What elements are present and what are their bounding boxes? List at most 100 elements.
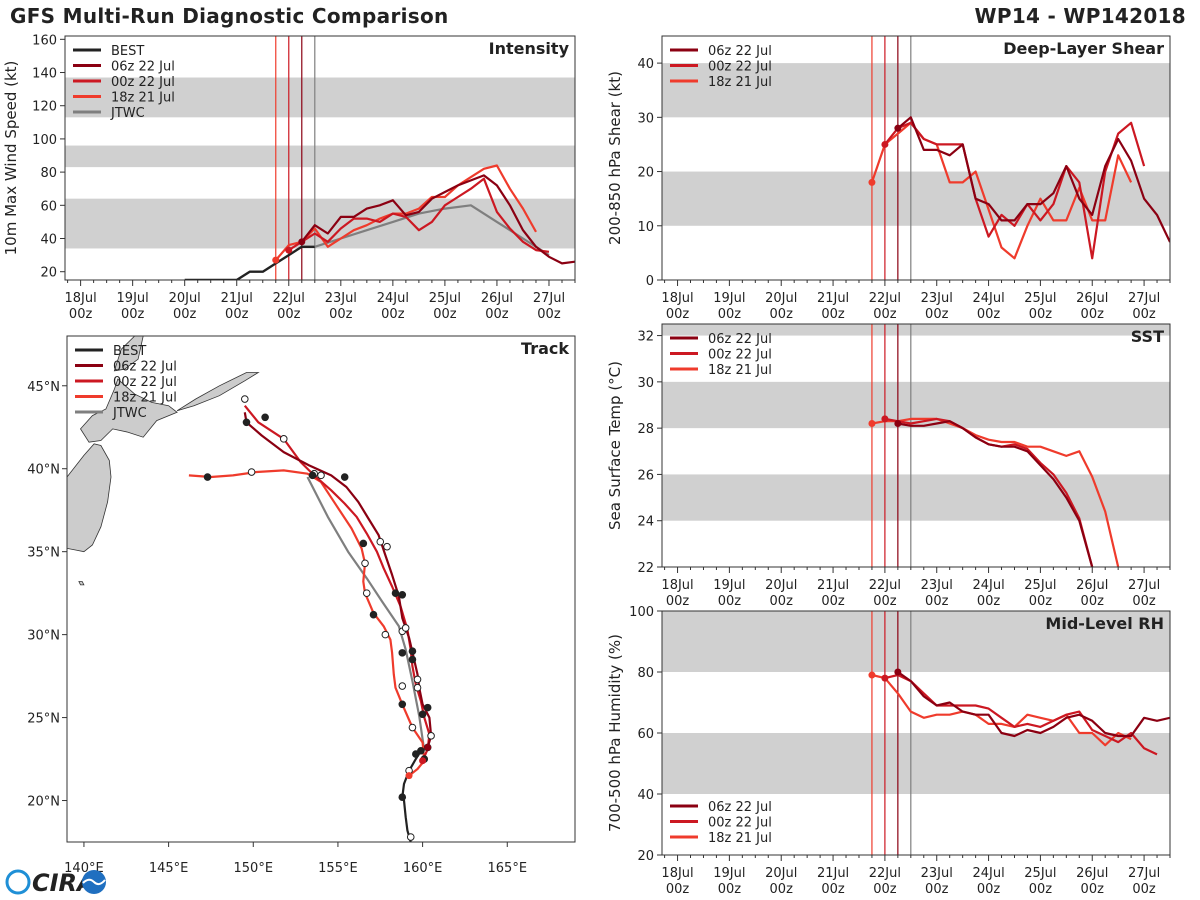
rh-xtick-date: 24Jul — [972, 866, 1004, 881]
shear-band-1 — [662, 63, 1170, 118]
intensity-series-best — [184, 245, 315, 280]
intensity-xtick-hour: 00z — [485, 307, 509, 322]
sst-ytick-label: 26 — [637, 468, 654, 483]
track-start-run06z — [424, 743, 432, 751]
legend-label-run06z: 06z 22 Jul — [113, 360, 177, 375]
sst-xtick-date: 26Jul — [1076, 578, 1108, 593]
intensity-xtick-date: 24Jul — [377, 291, 409, 306]
intensity-ytick-label: 80 — [40, 166, 57, 181]
legend-label-run00z: 00z 22 Jul — [708, 816, 772, 831]
intensity-start-point-run18z — [272, 256, 280, 264]
rh-plot-area — [662, 611, 1170, 855]
legend-label-best: BEST — [113, 344, 146, 359]
track-frame — [66, 335, 576, 843]
intensity-xtick-date: 18Jul — [64, 291, 96, 306]
track-day-marker — [381, 630, 390, 639]
intensity-start-point-run00z — [285, 246, 293, 254]
land-honshu — [67, 443, 112, 553]
sst-plot-area — [662, 324, 1170, 567]
sst-xtick-hour: 00z — [1132, 594, 1156, 609]
shear-ytick-label: 10 — [637, 220, 654, 235]
rh-start-point-run18z — [868, 671, 876, 679]
shear-xtick-date: 21Jul — [817, 291, 849, 306]
rh-xtick-hour: 00z — [666, 882, 690, 897]
sst-xtick-hour: 00z — [666, 594, 690, 609]
track-start-run18z — [405, 772, 413, 780]
sst-series-run18z — [871, 417, 1120, 567]
sst-xtick-hour: 00z — [770, 594, 794, 609]
sst-ytick-label: 24 — [637, 515, 654, 530]
sst-ytick-label: 32 — [637, 330, 654, 345]
legend-label-best: BEST — [111, 44, 144, 59]
intensity-band-2 — [65, 77, 575, 118]
intensity-ytick-label: 120 — [32, 100, 57, 115]
rh-xtick-date: 27Jul — [1128, 866, 1160, 881]
track-day-marker — [383, 542, 391, 551]
logo-wave-icon — [82, 878, 106, 886]
rh-xtick-date: 23Jul — [921, 866, 953, 881]
sst-xtick-date: 25Jul — [1024, 578, 1056, 593]
lat-tick-label: 30°N — [27, 629, 60, 644]
sst-xtick-hour: 00z — [821, 594, 845, 609]
intensity-series-run00z — [288, 177, 550, 253]
rh-ytick-label: 60 — [637, 727, 654, 742]
intensity-xtick-hour: 00z — [225, 307, 249, 322]
intensity-xtick-date: 25Jul — [429, 291, 461, 306]
intensity-band-0 — [65, 198, 575, 249]
track-day-marker — [308, 471, 317, 480]
sst-xtick-date: 23Jul — [921, 578, 953, 593]
sst-xtick-hour: 00z — [1081, 594, 1105, 609]
shear-xtick-date: 23Jul — [921, 291, 953, 306]
intensity-xtick-date: 23Jul — [325, 291, 357, 306]
shear-xtick-hour: 00z — [925, 307, 949, 322]
intensity-ytick-label: 60 — [40, 199, 57, 214]
track-jtwc — [306, 476, 426, 751]
shear-frame — [661, 35, 1171, 281]
page-title: GFS Multi-Run Diagnostic Comparison — [10, 4, 449, 28]
legend-label-run06z: 06z 22 Jul — [111, 60, 175, 75]
legend-label-jtwc: JTWC — [112, 406, 147, 421]
cira-logo: CIRA — [5, 869, 106, 897]
intensity-xtick-date: 19Jul — [117, 291, 149, 306]
track-day-marker — [413, 675, 422, 684]
track-day-marker — [359, 539, 368, 548]
sst-xtick-hour: 00z — [718, 594, 742, 609]
lat-tick-label: 35°N — [27, 546, 60, 561]
legend-label-run18z: 18z 21 Jul — [708, 363, 772, 378]
intensity-ytick-label: 140 — [32, 67, 57, 82]
shear-xtick-hour: 00z — [821, 307, 845, 322]
intensity-series-jtwc — [314, 204, 550, 257]
track-day-marker — [203, 473, 212, 481]
lon-tick-label: 165°E — [488, 861, 528, 876]
track-run06z — [243, 412, 433, 748]
sst-series-run06z — [897, 420, 1094, 567]
intensity-xtick-date: 26Jul — [481, 291, 513, 306]
sst-xtick-hour: 00z — [1029, 594, 1053, 609]
track-day-marker — [369, 610, 378, 619]
shear-xtick-date: 25Jul — [1024, 291, 1056, 306]
shear-xtick-date: 26Jul — [1076, 291, 1108, 306]
sst-xtick-date: 18Jul — [661, 578, 693, 593]
track-day-marker — [279, 435, 288, 443]
track-day-marker — [398, 682, 407, 690]
sst-band-0 — [662, 474, 1170, 521]
lon-tick-label: 160°E — [403, 861, 443, 876]
land-hachijo-izu — [78, 581, 85, 586]
rh-start-point-run06z — [894, 668, 902, 676]
legend-label-run00z: 00z 22 Jul — [708, 60, 772, 75]
rh-xtick-hour: 00z — [977, 882, 1001, 897]
shear-xtick-date: 27Jul — [1128, 291, 1160, 306]
sst-ytick-label: 22 — [637, 561, 654, 576]
lat-tick-label: 25°N — [27, 712, 60, 727]
intensity-ytick-label: 40 — [40, 233, 57, 248]
lon-tick-label: 155°E — [318, 861, 358, 876]
intensity-series-run18z — [274, 164, 537, 261]
track-day-marker — [418, 710, 427, 719]
intensity-ylabel: 10m Max Wind Speed (kt) — [2, 61, 20, 256]
intensity-start-point-run06z — [298, 238, 306, 246]
rh-xtick-hour: 00z — [1029, 882, 1053, 897]
intensity-xtick-date: 20Jul — [169, 291, 201, 306]
lat-tick-label: 20°N — [27, 795, 60, 810]
